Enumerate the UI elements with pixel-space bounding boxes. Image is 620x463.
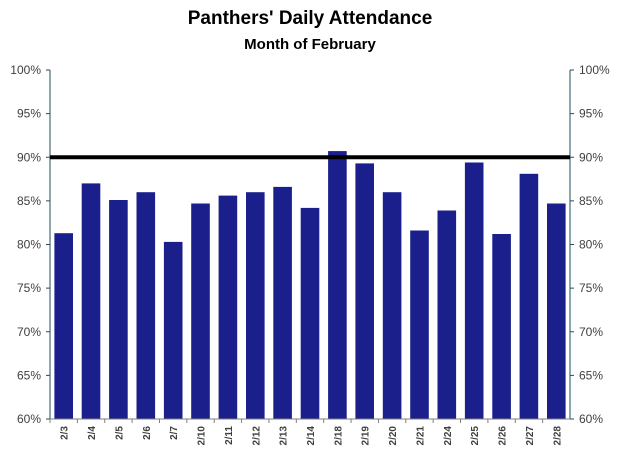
chart-subtitle: Month of February <box>244 36 376 53</box>
chart-title: Panthers' Daily Attendance <box>187 8 433 29</box>
y-tick-label-right: 75% <box>579 281 603 295</box>
y-axis-left: 60% 65% 70% 75% 80% 85% 90% 95% 100% <box>10 63 50 426</box>
x-tick-label: 2/6 <box>142 426 153 440</box>
bar-2-13 <box>273 186 292 419</box>
x-tick-label: 2/10 <box>197 426 208 446</box>
bar-2-12 <box>246 192 265 419</box>
y-tick-label-right: 90% <box>579 150 603 164</box>
bar-2-24 <box>437 210 457 419</box>
y-axis-right: 60% 65% 70% 75% 80% 85% 90% 95% 100% <box>570 63 610 426</box>
y-tick-label-right: 85% <box>579 194 603 208</box>
y-tick-label-right: 70% <box>579 325 603 339</box>
y-tick-label-right: 65% <box>579 368 603 382</box>
y-tick-label-left: 85% <box>17 194 41 208</box>
bar-2-27 <box>519 173 539 419</box>
bar-2-5 <box>109 200 128 419</box>
x-tick-label: 2/12 <box>251 426 262 446</box>
bar-2-14 <box>300 207 320 419</box>
bar-2-25 <box>464 162 484 419</box>
bar-2-10 <box>191 203 210 419</box>
x-tick-label: 2/11 <box>224 426 235 445</box>
y-tick-label-left: 70% <box>17 325 41 339</box>
bar-2-28 <box>547 203 566 419</box>
x-axis: 2/3 2/4 2/5 2/6 2/7 2/10 2/11 2/12 2/13 2/14 2/18 2… <box>49 419 563 446</box>
y-tick-label-left: 100% <box>10 63 41 77</box>
x-tick-label: 2/20 <box>388 426 399 446</box>
bar-2-6 <box>136 192 156 419</box>
x-tick-label: 2/14 <box>306 426 317 446</box>
y-tick-label-left: 60% <box>17 412 41 426</box>
x-tick-label: 2/19 <box>361 426 372 446</box>
x-tick-label: 2/25 <box>470 426 481 446</box>
bar-2-20 <box>382 192 402 419</box>
bar-2-11 <box>218 195 238 419</box>
x-tick-label: 2/4 <box>87 426 98 440</box>
y-tick-label-left: 65% <box>17 368 41 382</box>
y-tick-label-right: 80% <box>579 238 603 252</box>
x-tick-label: 2/28 <box>552 426 563 446</box>
x-tick-label: 2/13 <box>279 426 290 446</box>
x-tick-label: 2/24 <box>443 426 454 446</box>
y-tick-label-left: 90% <box>17 150 41 164</box>
y-tick-label-right: 95% <box>579 107 603 121</box>
bar-2-7 <box>163 241 183 419</box>
x-tick-label: 2/18 <box>333 426 344 446</box>
bar-2-4 <box>81 183 101 419</box>
y-tick-label-left: 80% <box>17 238 41 252</box>
bar-2-26 <box>492 234 511 419</box>
x-tick-label: 2/7 <box>169 426 180 440</box>
y-tick-label-right: 60% <box>579 412 603 426</box>
bar-2-21 <box>410 230 429 419</box>
bar-2-19 <box>355 163 374 419</box>
y-tick-label-left: 95% <box>17 107 41 121</box>
x-tick-label: 2/21 <box>416 426 427 446</box>
bars-group <box>54 151 566 419</box>
bar-2-18 <box>328 151 347 419</box>
x-tick-label: 2/26 <box>498 426 509 446</box>
x-tick-label: 2/5 <box>114 426 125 440</box>
y-tick-label-left: 75% <box>17 281 41 295</box>
x-tick-label: 2/3 <box>60 426 71 440</box>
y-tick-label-right: 100% <box>579 63 610 77</box>
x-tick-label: 2/27 <box>525 426 536 446</box>
bar-2-3 <box>54 233 73 419</box>
